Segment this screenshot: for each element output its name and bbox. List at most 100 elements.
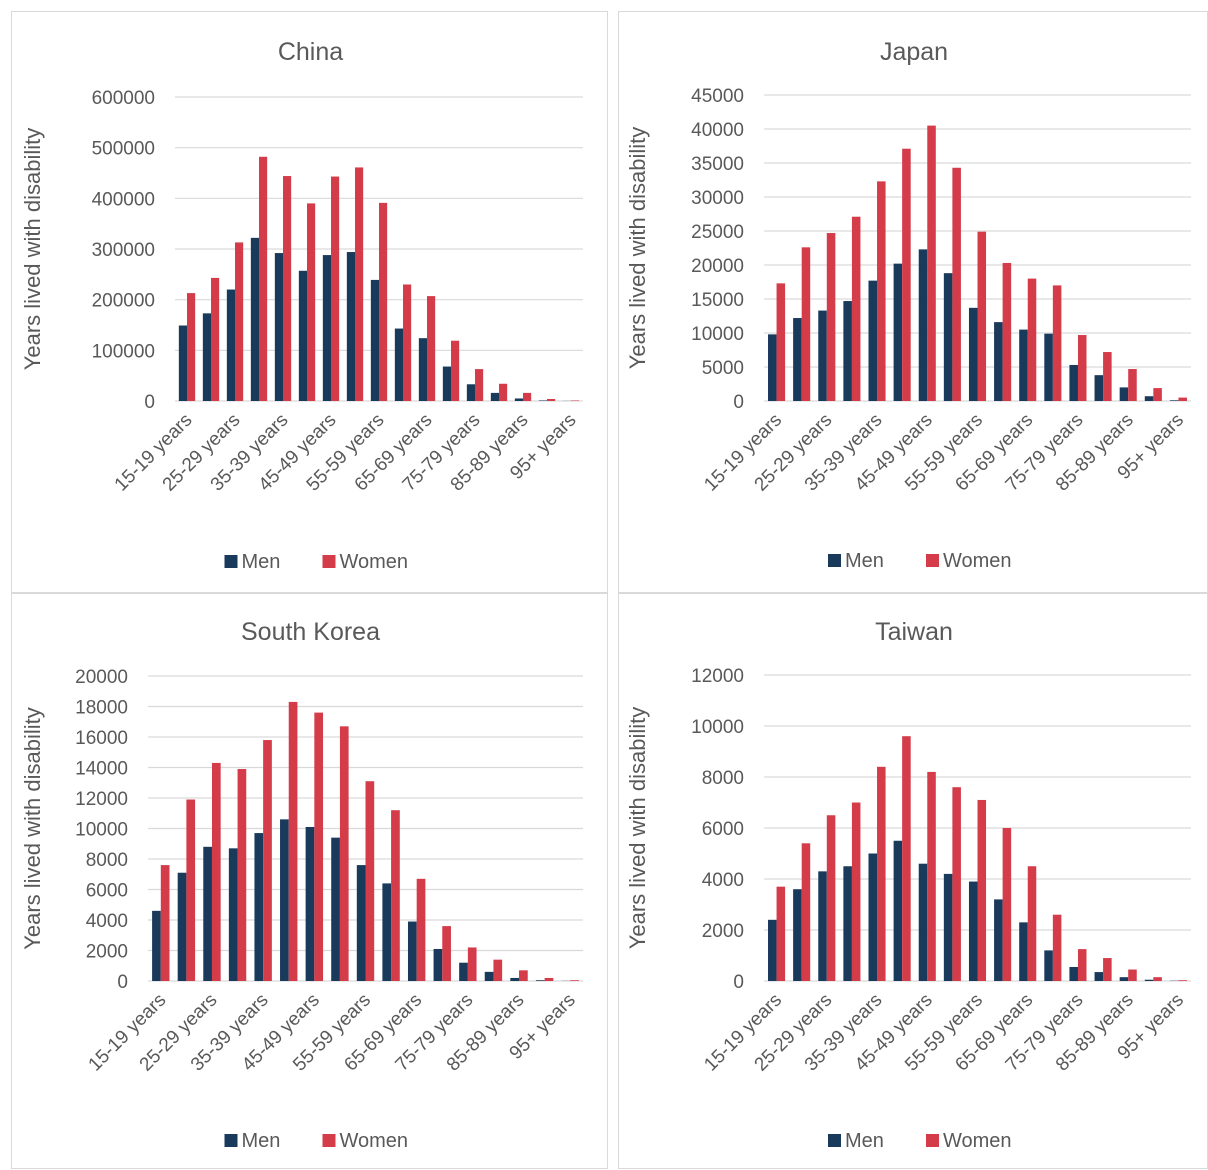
bar-women-75-79-years xyxy=(468,947,477,981)
bar-women-55-59-years xyxy=(978,232,987,401)
bar-men-35-39-years xyxy=(868,281,877,401)
bar-men-15-19-years xyxy=(179,326,187,401)
bar-women-75-79-years xyxy=(1078,335,1087,401)
y-tick-label: 4000 xyxy=(86,911,128,932)
bar-women-25-29-years xyxy=(827,233,836,401)
legend-swatch-men xyxy=(828,554,841,567)
bar-women-45-49-years xyxy=(927,772,936,981)
bar-men-45-49-years xyxy=(306,827,315,981)
y-tick-label: 25000 xyxy=(691,222,744,243)
bar-women-90-94-years xyxy=(547,399,555,401)
legend-label-men: Men xyxy=(242,1130,281,1152)
bar-women-65-69-years xyxy=(1028,279,1037,401)
bar-men-50-54-years xyxy=(347,252,355,401)
bar-men-80-84-years xyxy=(485,972,494,981)
bar-women-50-54-years xyxy=(952,787,961,981)
bar-men-75-79-years xyxy=(467,384,475,401)
y-tick-label: 600000 xyxy=(92,88,155,109)
y-tick-label: 6000 xyxy=(86,881,128,902)
bar-women-30-34-years xyxy=(259,157,267,401)
bar-men-55-59-years xyxy=(357,865,366,981)
y-tick-label: 10000 xyxy=(691,324,744,345)
legend-label-men: Men xyxy=(242,551,281,573)
bar-men-30-34-years xyxy=(843,301,852,401)
bar-women-30-34-years xyxy=(852,803,861,982)
legend-label-women: Women xyxy=(943,1130,1012,1152)
bar-men-20-24-years xyxy=(793,318,802,401)
y-tick-label: 0 xyxy=(117,972,128,993)
bar-women-85-89-years xyxy=(523,393,531,401)
bar-women-25-29-years xyxy=(235,242,243,401)
y-tick-label: 4000 xyxy=(702,870,744,891)
bar-men-45-49-years xyxy=(919,249,928,401)
y-tick-label: 10000 xyxy=(691,717,744,738)
bar-men-70-74-years xyxy=(434,949,443,981)
bar-women-65-69-years xyxy=(1028,866,1037,981)
bar-women-40-44-years xyxy=(289,702,298,981)
y-tick-label: 20000 xyxy=(691,256,744,277)
bar-men-45-49-years xyxy=(323,255,331,401)
bar-women-35-39-years xyxy=(877,767,886,981)
bar-women-70-74-years xyxy=(1053,915,1062,981)
bar-women-95-years xyxy=(1178,980,1187,981)
bar-women-60-64-years xyxy=(1003,263,1012,401)
y-tick-label: 500000 xyxy=(92,139,155,160)
bar-women-95-years xyxy=(570,980,579,981)
chart-title: Japan xyxy=(880,38,948,66)
bar-women-80-84-years xyxy=(493,960,502,981)
bar-men-60-64-years xyxy=(994,322,1003,401)
y-tick-label: 0 xyxy=(144,392,155,413)
bar-men-30-34-years xyxy=(229,848,238,981)
bar-women-40-44-years xyxy=(902,149,911,401)
bar-men-60-64-years xyxy=(382,883,391,981)
bar-men-25-29-years xyxy=(227,290,235,401)
bar-men-75-79-years xyxy=(1069,967,1078,981)
y-tick-label: 20000 xyxy=(75,667,128,688)
bar-men-25-29-years xyxy=(818,311,827,401)
y-tick-label: 8000 xyxy=(702,768,744,789)
y-tick-label: 5000 xyxy=(702,358,744,379)
bar-women-25-29-years xyxy=(212,763,221,981)
chart-title: Taiwan xyxy=(875,618,953,646)
bar-women-60-64-years xyxy=(403,284,411,401)
bar-women-55-59-years xyxy=(379,203,387,401)
bar-men-75-79-years xyxy=(1069,365,1078,401)
y-tick-label: 18000 xyxy=(75,698,128,719)
bar-women-15-19-years xyxy=(161,865,170,981)
bar-men-30-34-years xyxy=(843,866,852,981)
y-tick-label: 10000 xyxy=(75,820,128,841)
legend-label-women: Women xyxy=(340,1130,409,1152)
legend-swatch-women xyxy=(926,554,939,567)
bar-men-80-84-years xyxy=(1095,375,1104,401)
y-axis-label: Years lived with disability xyxy=(20,128,45,371)
y-axis-label: Years lived with disability xyxy=(625,127,650,370)
y-tick-label: 400000 xyxy=(92,189,155,210)
y-tick-label: 100000 xyxy=(92,341,155,362)
bar-women-95-years xyxy=(571,400,579,401)
bar-men-15-19-years xyxy=(152,911,161,981)
bar-men-40-44-years xyxy=(894,841,903,981)
bar-women-70-74-years xyxy=(442,926,451,981)
bar-women-75-79-years xyxy=(1078,949,1087,981)
bar-women-25-29-years xyxy=(827,815,836,981)
bar-women-75-79-years xyxy=(475,369,483,401)
legend-label-men: Men xyxy=(845,1130,884,1152)
y-tick-label: 16000 xyxy=(75,728,128,749)
bar-men-65-69-years xyxy=(419,338,427,401)
bar-women-65-69-years xyxy=(427,296,435,401)
bar-men-45-49-years xyxy=(919,864,928,981)
chart-title: South Korea xyxy=(241,618,380,646)
y-tick-label: 15000 xyxy=(691,290,744,311)
bar-men-50-54-years xyxy=(331,838,340,981)
bar-women-55-59-years xyxy=(366,781,375,981)
bar-women-95-years xyxy=(1178,398,1187,401)
bar-men-30-34-years xyxy=(251,238,259,401)
bar-men-25-29-years xyxy=(818,871,827,981)
bar-women-45-49-years xyxy=(314,713,323,981)
